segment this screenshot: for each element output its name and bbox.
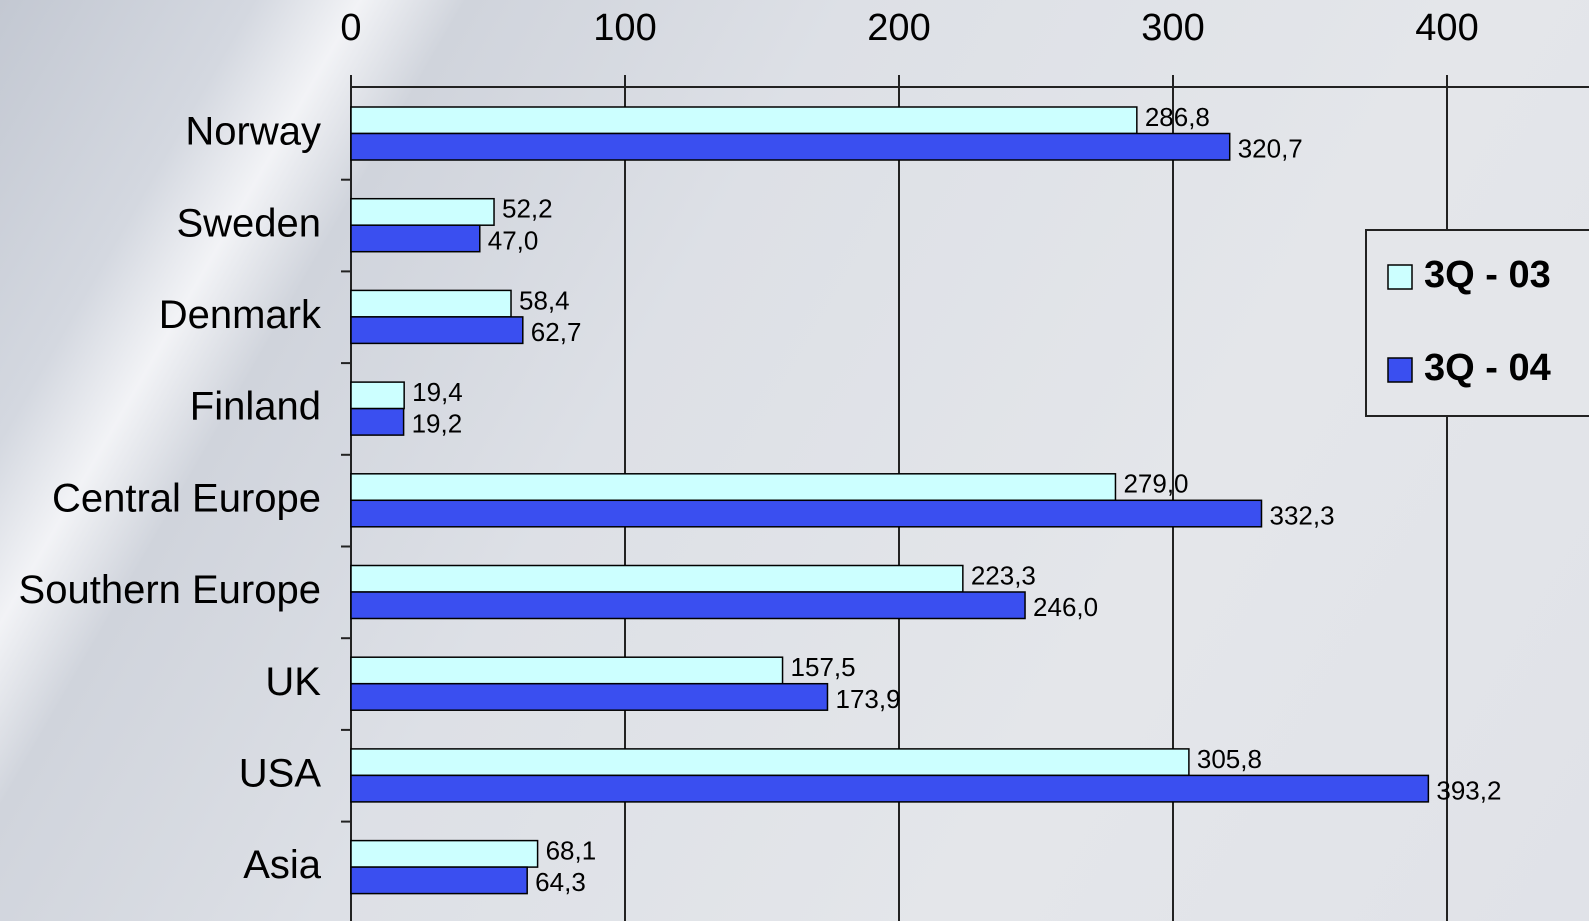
bar <box>350 591 1026 620</box>
bar <box>350 473 1117 502</box>
value-label: 305,8 <box>1197 744 1262 774</box>
value-label: 332,3 <box>1270 500 1335 530</box>
legend-swatch <box>1387 357 1413 383</box>
value-label: 393,2 <box>1436 776 1501 806</box>
y-tick-label: Norway <box>185 110 321 154</box>
value-label: 19,2 <box>412 409 463 439</box>
value-label: 58,4 <box>519 285 570 315</box>
y-tick-label: UK <box>265 660 321 704</box>
bar <box>350 748 1190 777</box>
y-tick-label: Asia <box>243 843 322 887</box>
value-label: 47,0 <box>488 225 539 255</box>
y-tick-label: Finland <box>190 385 321 429</box>
value-label: 286,8 <box>1145 102 1210 132</box>
bar <box>350 381 405 410</box>
legend-swatch <box>1387 264 1413 290</box>
value-label: 320,7 <box>1238 134 1303 164</box>
y-tick-label: USA <box>239 751 322 795</box>
bar <box>350 407 405 436</box>
value-label: 19,4 <box>412 377 463 407</box>
legend-label: 3Q - 04 <box>1424 347 1551 389</box>
x-tick-label: 200 <box>867 7 930 49</box>
value-label: 223,3 <box>971 560 1036 590</box>
value-label: 157,5 <box>791 652 856 682</box>
bar <box>350 839 539 868</box>
value-label: 246,0 <box>1033 592 1098 622</box>
bar <box>350 106 1138 135</box>
bar <box>350 224 481 253</box>
legend <box>1365 229 1589 417</box>
y-tick-label: Southern Europe <box>19 568 321 612</box>
value-label: 279,0 <box>1123 469 1188 499</box>
x-tick-label: 300 <box>1141 7 1204 49</box>
value-label: 62,7 <box>531 317 582 347</box>
bar <box>350 289 512 318</box>
bar <box>350 682 829 711</box>
value-label: 64,3 <box>535 867 586 897</box>
bar <box>350 316 524 345</box>
value-label: 68,1 <box>546 835 597 865</box>
y-tick-label: Sweden <box>176 201 321 245</box>
legend-label: 3Q - 03 <box>1424 254 1551 296</box>
bar <box>350 132 1231 161</box>
bar <box>350 197 495 226</box>
bar <box>350 774 1430 803</box>
bar <box>350 564 964 593</box>
bar <box>350 656 784 685</box>
bar <box>350 499 1263 528</box>
value-label: 52,2 <box>502 194 553 224</box>
y-tick-label: Denmark <box>159 293 322 337</box>
bar <box>350 866 528 895</box>
x-tick-label: 100 <box>593 7 656 49</box>
value-label: 173,9 <box>835 684 900 714</box>
x-tick-label: 0 <box>340 7 361 49</box>
y-tick-label: Central Europe <box>52 476 321 520</box>
x-tick-label: 400 <box>1415 7 1478 49</box>
